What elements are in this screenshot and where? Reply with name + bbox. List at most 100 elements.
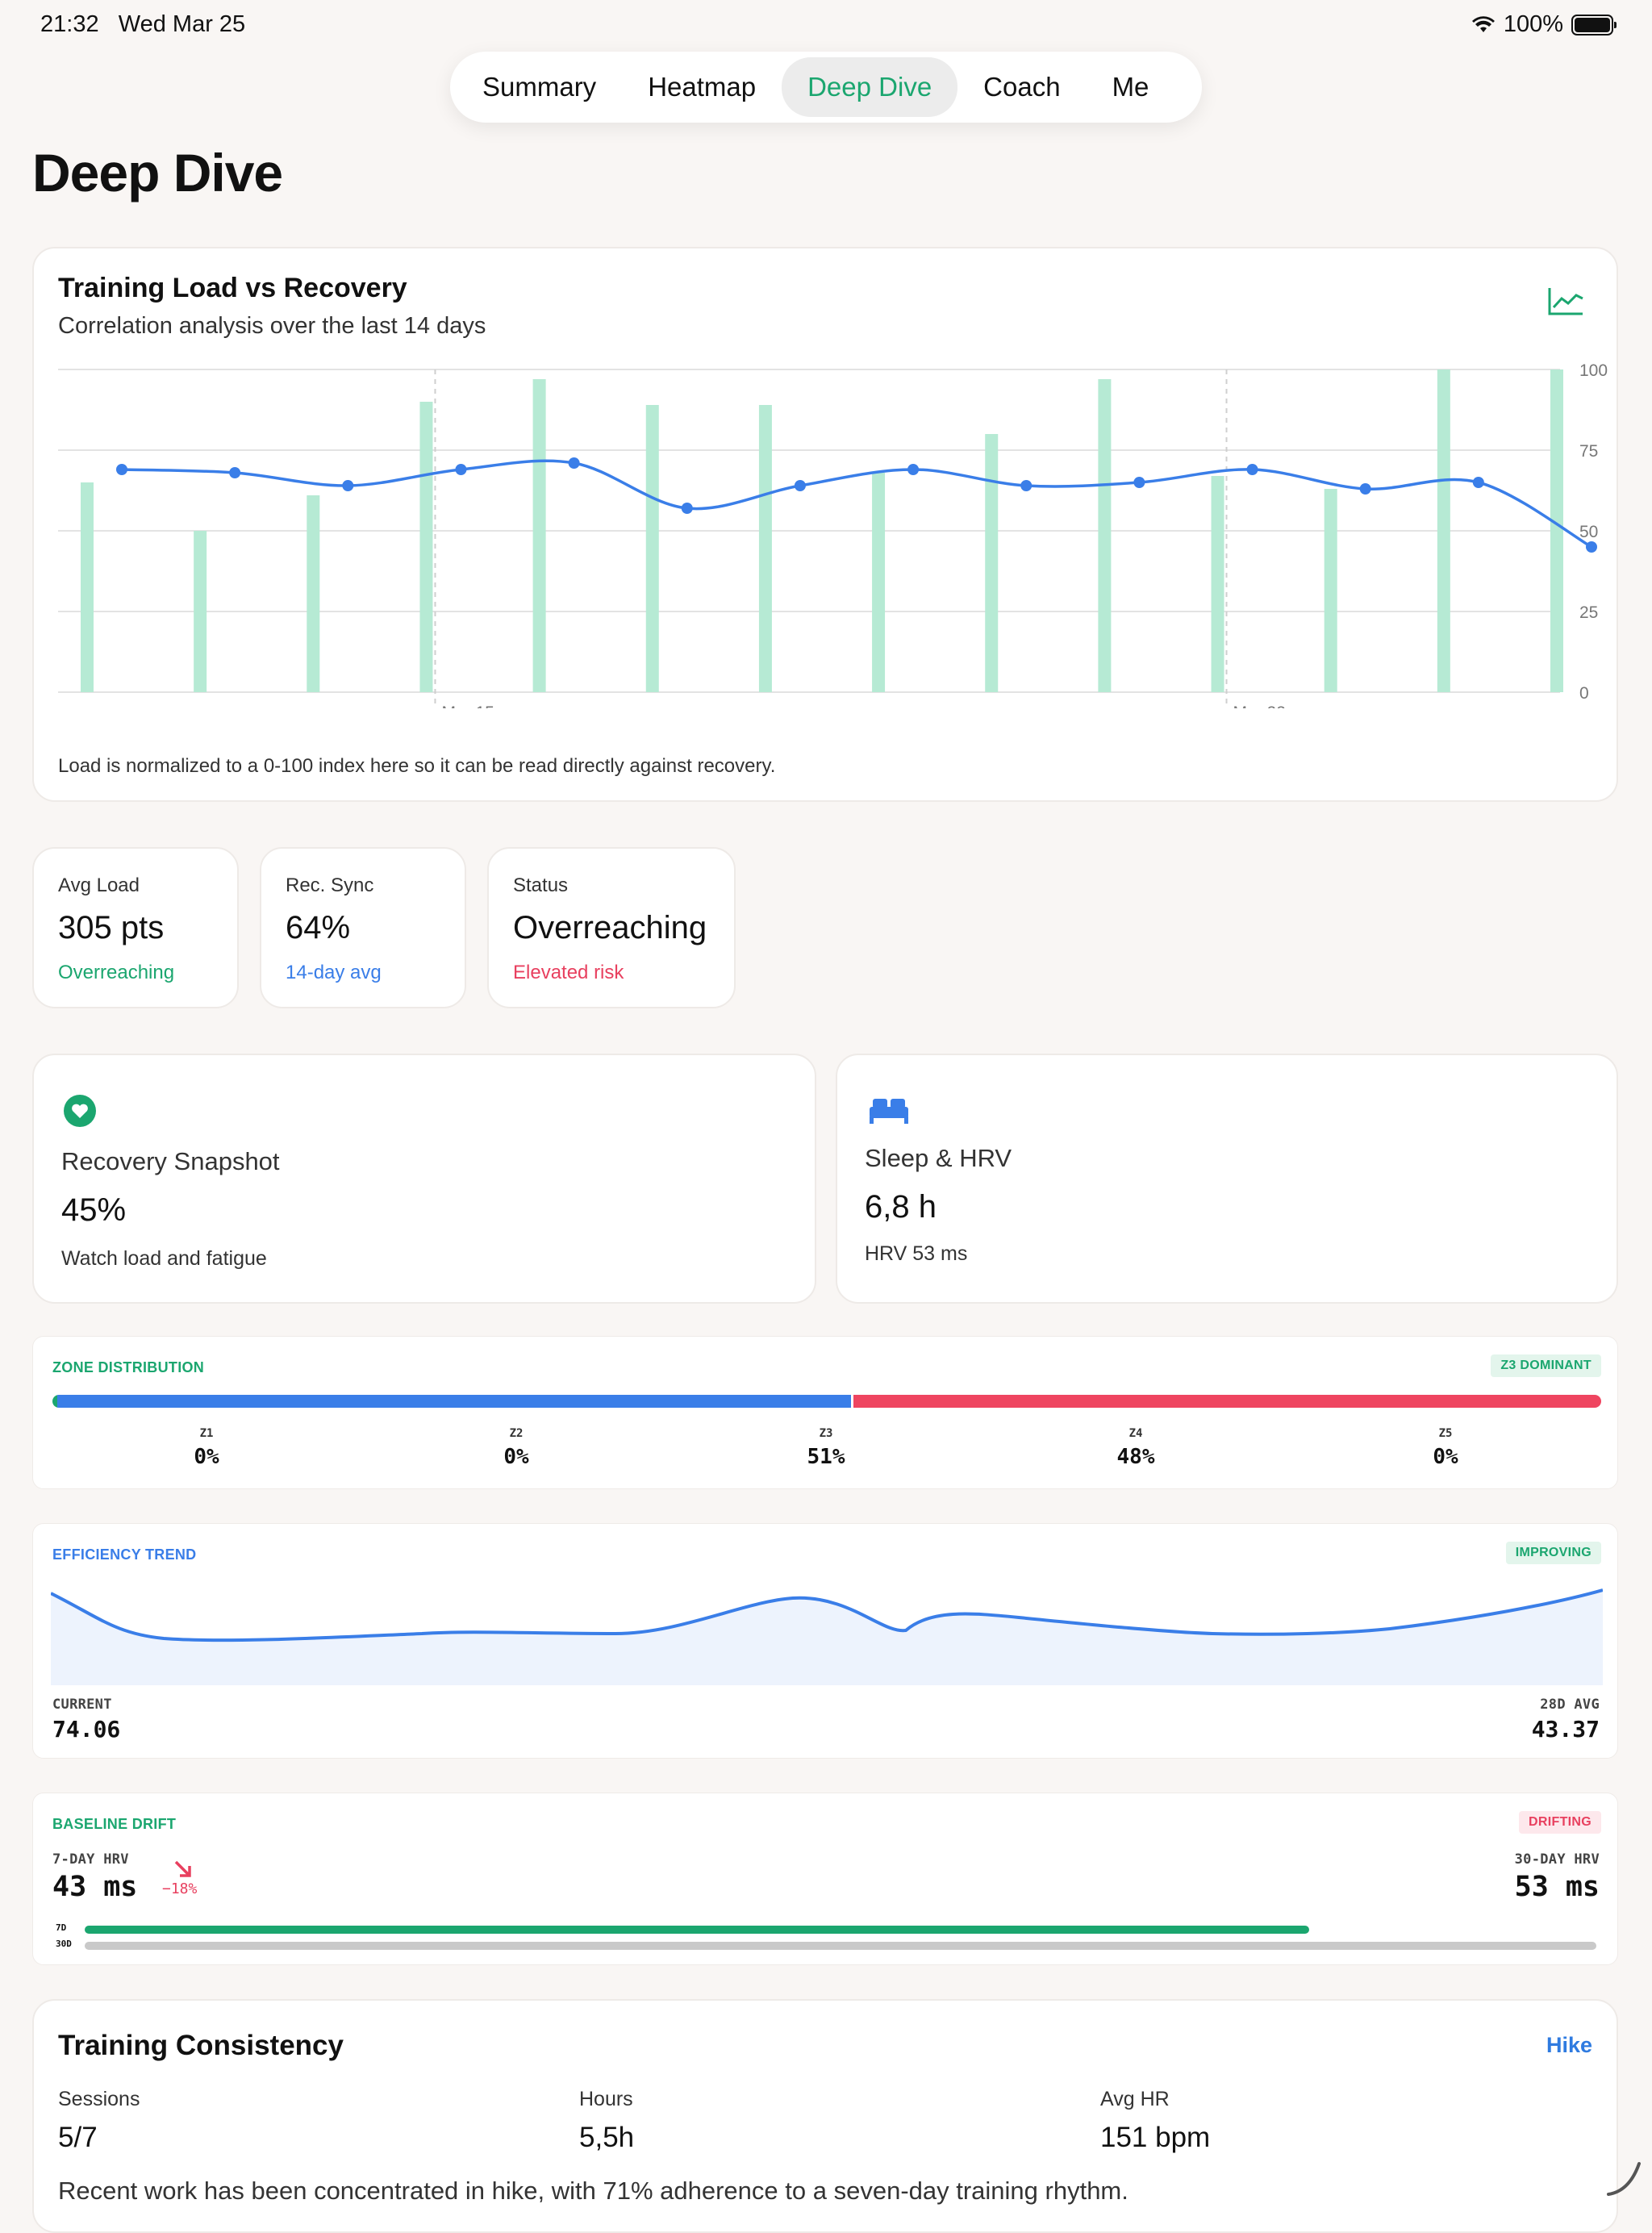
load-bar — [307, 495, 320, 692]
zone-distribution-card: ZONE DISTRIBUTION Z3 DOMINANT Z1 0% Z2 0… — [32, 1336, 1618, 1489]
efficiency-badge: IMPROVING — [1505, 1542, 1601, 1564]
zone-segment-z3 — [57, 1395, 851, 1408]
stat-rec-sync: Rec. Sync 64% 14-day avg — [260, 847, 466, 1008]
load-recovery-card: Training Load vs Recovery Correlation an… — [32, 247, 1618, 802]
consistency-text: Recent work has been concentrated in hik… — [58, 2177, 1128, 2205]
hrv7-value: 43 ms — [52, 1871, 138, 1903]
recovery-point — [1359, 483, 1371, 495]
efficiency-current-value: 74.06 — [52, 1716, 121, 1743]
stat-value: 305 pts — [58, 910, 165, 945]
zone-z5: Z5 0% — [1405, 1427, 1486, 1469]
trend-down-icon — [174, 1860, 191, 1877]
tab-bar: Summary Heatmap Deep Dive Coach Me — [450, 52, 1202, 123]
x-tick-label: Mar 22 — [1233, 703, 1286, 708]
tab-summary[interactable]: Summary — [482, 72, 597, 102]
zone-segment-z1 — [52, 1395, 57, 1408]
tab-coach[interactable]: Coach — [983, 72, 1061, 102]
load-bar — [872, 473, 886, 692]
y-tick-label: 75 — [1579, 442, 1598, 461]
hrv30-bar — [85, 1942, 1596, 1950]
stat-value: 64% — [286, 910, 351, 945]
bar7-label: 7D — [56, 1922, 67, 1933]
recovery-point — [1133, 477, 1145, 488]
efficiency-area — [51, 1590, 1603, 1685]
load-bar — [194, 531, 207, 692]
wifi-icon — [1471, 15, 1495, 32]
sleep-hrv-card[interactable]: Sleep & HRV 6,8 h HRV 53 ms — [836, 1054, 1618, 1304]
stat-sub: Elevated risk — [513, 962, 624, 983]
zone-segment-gap — [851, 1395, 853, 1408]
baseline-drift-card: BASELINE DRIFT DRIFTING 7-DAY HRV 43 ms … — [32, 1793, 1618, 1965]
recovery-point — [455, 464, 467, 475]
chart-subtitle: Correlation analysis over the last 14 da… — [58, 313, 486, 339]
stat-label: Status — [513, 874, 569, 896]
sessions-label: Sessions — [58, 2088, 140, 2110]
zone-z3: Z3 51% — [786, 1427, 866, 1469]
consistency-link[interactable]: Hike — [1546, 2033, 1592, 2057]
efficiency-sparkline — [51, 1588, 1603, 1685]
efficiency-line — [51, 1588, 1603, 1642]
y-tick-label: 0 — [1579, 684, 1589, 703]
chart-title: Training Load vs Recovery — [58, 273, 407, 303]
hrv-change: −18% — [162, 1880, 198, 1897]
consistency-title: Training Consistency — [58, 2030, 344, 2061]
time-text: 21:32 — [40, 11, 99, 37]
recovery-title: Recovery Snapshot — [61, 1147, 280, 1175]
zone-z4: Z4 48% — [1095, 1427, 1176, 1469]
efficiency-avg-label: 28D AVG — [1540, 1697, 1600, 1713]
recovery-point — [229, 467, 241, 478]
zone-badge: Z3 DOMINANT — [1491, 1354, 1601, 1377]
recovery-snapshot-card[interactable]: Recovery Snapshot 45% Watch load and fat… — [32, 1054, 816, 1304]
resize-handle-icon[interactable] — [1605, 2159, 1644, 2198]
bar30-label: 30D — [56, 1939, 72, 1949]
y-tick-label: 100 — [1579, 361, 1608, 380]
stat-avg-load: Avg Load 305 pts Overreaching — [32, 847, 239, 1008]
recovery-point — [342, 480, 354, 491]
stat-label: Rec. Sync — [286, 874, 374, 896]
zone-name: Z4 — [1128, 1427, 1143, 1440]
recovery-sub: Watch load and fatigue — [61, 1247, 267, 1270]
baseline-section-label: BASELINE DRIFT — [52, 1816, 177, 1832]
chart-line-icon[interactable] — [1547, 286, 1584, 316]
training-consistency-card: Training Consistency Hike Sessions 5/7 H… — [32, 1999, 1618, 2233]
sessions-value: 5/7 — [58, 2122, 98, 2153]
recovery-point — [681, 503, 693, 514]
date-text: Wed Mar 25 — [118, 11, 246, 37]
avg-hr-label: Avg HR — [1100, 2088, 1170, 2110]
recovery-line — [121, 459, 1592, 549]
chart-note: Load is normalized to a 0-100 index here… — [58, 755, 776, 777]
load-bar — [1211, 476, 1224, 692]
zone-segment-z4 — [853, 1395, 1601, 1408]
recovery-point — [907, 464, 920, 475]
load-bar — [1550, 369, 1563, 692]
load-bar — [1324, 489, 1337, 692]
x-tick-label: Mar 15 — [441, 703, 494, 708]
tab-heatmap[interactable]: Heatmap — [648, 72, 757, 102]
zone-name: Z1 — [199, 1427, 214, 1440]
tab-me[interactable]: Me — [1112, 72, 1149, 102]
zone-name: Z2 — [509, 1427, 524, 1440]
hrv7-label: 7-DAY HRV — [52, 1851, 129, 1868]
tab-deep-dive[interactable]: Deep Dive — [782, 57, 958, 117]
efficiency-section-label: EFFICIENCY TREND — [52, 1546, 197, 1563]
stat-status: Status Overreaching Elevated risk — [487, 847, 736, 1008]
sleep-value: 6,8 h — [865, 1189, 937, 1225]
zone-z2: Z2 0% — [476, 1427, 557, 1469]
zone-name: Z5 — [1438, 1427, 1453, 1440]
load-bar — [985, 434, 999, 692]
sleep-title: Sleep & HRV — [865, 1144, 1012, 1172]
load-bar — [419, 402, 433, 692]
bed-icon — [870, 1099, 908, 1124]
load-bar — [1098, 379, 1112, 692]
efficiency-trend-card: EFFICIENCY TREND IMPROVING CURRENT 74.06… — [32, 1523, 1618, 1759]
efficiency-current-label: CURRENT — [52, 1697, 112, 1713]
sleep-sub: HRV 53 ms — [865, 1242, 968, 1265]
load-bar — [81, 482, 94, 692]
y-tick-label: 50 — [1579, 523, 1598, 541]
stat-value: Overreaching — [513, 910, 707, 945]
load-bar — [1437, 369, 1450, 692]
recovery-point — [568, 457, 580, 469]
y-tick-label: 25 — [1579, 603, 1598, 622]
hrv30-value: 53 ms — [1514, 1871, 1600, 1903]
hours-value: 5,5h — [579, 2122, 635, 2153]
